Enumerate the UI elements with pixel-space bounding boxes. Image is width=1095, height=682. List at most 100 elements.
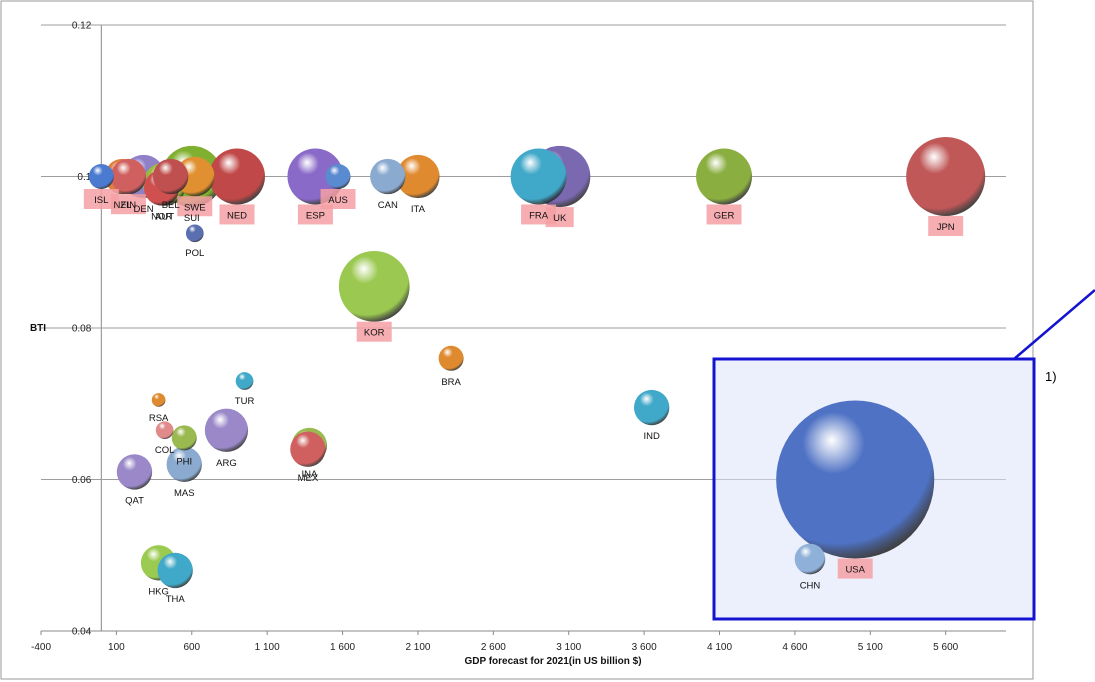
- bubble-usa: [776, 400, 935, 559]
- bubble-label-bra: BRA: [441, 377, 461, 388]
- highlighted-labels: [83, 189, 964, 579]
- bubble-label-ind: IND: [643, 431, 660, 442]
- highlight-box: 1): [712, 289, 1095, 621]
- bubble-label-arg: ARG: [216, 458, 237, 469]
- bubble-label-fin: FIN: [121, 200, 136, 211]
- bubble-ger: [696, 148, 752, 205]
- bubble-col: [155, 421, 174, 440]
- bubble-chn: [794, 543, 826, 575]
- x-tick-label: -400: [31, 642, 51, 653]
- bubble-label-den: DEN: [134, 204, 154, 215]
- label-highlight: [706, 204, 742, 225]
- y-tick-label: 0.1: [77, 172, 91, 183]
- bubble-label-qat: QAT: [125, 496, 144, 507]
- bubble-pol: [185, 224, 204, 243]
- bubble-rsa: [151, 393, 166, 407]
- bubble-fin: [110, 158, 147, 195]
- x-tick-label: 3 100: [556, 642, 581, 653]
- bubble-aus: [325, 164, 351, 189]
- bubble-qat: [116, 454, 153, 490]
- label-highlight: [219, 204, 255, 225]
- bubble-label-tur: TUR: [235, 396, 255, 407]
- y-tick-label: 0.08: [72, 324, 92, 335]
- bubble-label-nor: NOR: [151, 212, 172, 223]
- bubble-label-pol: POL: [185, 248, 204, 259]
- bubble-label-jpn: JPN: [937, 222, 955, 233]
- bubble-label-sui: SUI: [184, 213, 200, 224]
- bubble-label-ita: ITA: [411, 204, 426, 215]
- bubble-label-can: CAN: [378, 200, 398, 211]
- bubble-ind: [633, 389, 670, 426]
- bubble-bra: [438, 345, 464, 371]
- bubble-label-esp: ESP: [306, 210, 325, 221]
- x-tick-label: 3 600: [632, 642, 657, 653]
- bubble-tur: [235, 372, 254, 390]
- bubble-can: [370, 158, 406, 195]
- label-highlight: [356, 321, 392, 342]
- bubble-arg: [204, 408, 249, 452]
- bubble-label-bel: BEL: [162, 200, 180, 211]
- bubble-label-usa: USA: [845, 565, 865, 576]
- bubble-label-ned: NED: [227, 210, 247, 221]
- bubble-label-kor: KOR: [364, 328, 385, 339]
- annotation-label: 1): [1045, 369, 1057, 384]
- bubble-label-mex: MEX: [298, 473, 319, 484]
- bubble-label-ina: INA: [301, 469, 318, 480]
- bubble-bel: [152, 158, 189, 195]
- bubble-kor: [338, 250, 410, 322]
- bubble-ned: [209, 148, 265, 205]
- y-tick-labels: 0.04 0.06 0.08 0.1 0.12: [72, 21, 92, 638]
- x-tick-labels: -400 100 600 1 100 1 600 2 100 2 600 3 100 3 600…: [31, 631, 959, 653]
- bubble-label-isl: ISL: [94, 195, 108, 206]
- label-highlight: [928, 216, 964, 237]
- bubble-label-hkg: HKG: [148, 587, 169, 598]
- bubble-mas: [166, 446, 202, 483]
- x-tick-label: 1 600: [330, 642, 355, 653]
- bubble-label-col: COL: [155, 445, 175, 456]
- bubble-ita: [396, 154, 440, 199]
- bubble-label-uk: UK: [553, 213, 567, 224]
- bubble-label-phi: PHI: [176, 456, 192, 467]
- bubble-label-rsa: RSA: [149, 413, 169, 424]
- y-tick-label: 0.04: [72, 627, 92, 638]
- label-highlight: [297, 204, 333, 225]
- x-tick-label: 4 100: [707, 642, 732, 653]
- x-tick-label: 600: [183, 642, 200, 653]
- bubble-phi: [171, 425, 197, 451]
- bubble-tha: [157, 552, 193, 589]
- bubble-label-ger: GER: [714, 210, 735, 221]
- label-highlight: [837, 558, 873, 579]
- bubble-isl: [88, 164, 114, 189]
- bubble-label-chn: CHN: [800, 580, 821, 591]
- x-tick-label: 5 100: [858, 642, 883, 653]
- x-axis-title: GDP forecast for 2021(in US billion $): [464, 656, 641, 667]
- bubble-label-fra: FRA: [529, 210, 549, 221]
- y-axis-title: BTI: [30, 323, 46, 334]
- bubble-label-swe: SWE: [184, 202, 206, 213]
- label-highlight: [83, 189, 119, 209]
- chart-border: [0, 0, 1034, 680]
- label-highlight: [320, 189, 356, 209]
- bubble-jpn: [906, 136, 986, 217]
- label-highlight: [177, 196, 213, 217]
- x-tick-label: 2 100: [405, 642, 430, 653]
- bubble-fra: [510, 148, 567, 205]
- bubble-label-tha: THA: [166, 594, 186, 605]
- bubble-label-nzl: NZL: [113, 200, 131, 211]
- label-highlight: [110, 194, 146, 215]
- x-tick-label: 1 100: [255, 642, 280, 653]
- y-tick-label: 0.06: [72, 475, 92, 486]
- bubble-label-aut: AUT: [155, 212, 174, 223]
- label-highlight: [545, 207, 574, 228]
- highlight-rectangle: [712, 357, 1036, 621]
- bubble-label-mas: MAS: [174, 488, 195, 499]
- x-tick-label: 5 600: [933, 642, 958, 653]
- x-tick-label: 2 600: [481, 642, 506, 653]
- bubble-mex: [290, 431, 326, 467]
- annotation-line: [1013, 289, 1095, 360]
- x-tick-label: 100: [108, 642, 125, 653]
- x-tick-label: 4 600: [782, 642, 807, 653]
- bubble-label-aus: AUS: [328, 195, 348, 206]
